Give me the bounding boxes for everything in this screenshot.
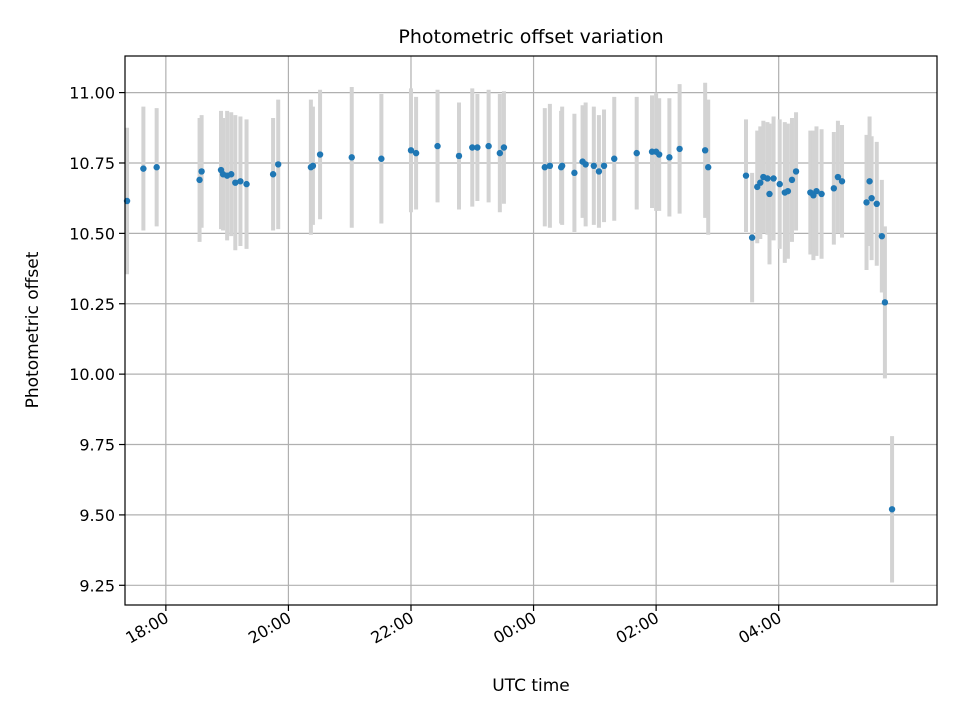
data-point <box>469 144 476 151</box>
data-point <box>496 149 504 157</box>
data-point <box>269 171 277 178</box>
data-point <box>558 162 566 169</box>
data-point <box>309 162 317 169</box>
data-point <box>813 187 820 195</box>
data-point <box>228 171 235 178</box>
data-point <box>868 194 875 202</box>
data-point <box>878 232 886 240</box>
data-point <box>590 162 598 169</box>
x-tick-label: 02:00 <box>613 608 662 648</box>
data-point <box>792 168 800 175</box>
x-axis-label: UTC time <box>492 676 570 696</box>
y-tick-label: 9.50 <box>79 506 115 525</box>
plot-frame <box>124 55 938 606</box>
x-tick-label: 00:00 <box>490 608 539 648</box>
data-point <box>611 155 618 162</box>
data-point <box>866 178 873 185</box>
data-point <box>764 175 771 182</box>
data-point <box>237 178 244 185</box>
data-point <box>776 180 783 188</box>
data-point <box>757 179 764 186</box>
data-point <box>546 162 554 169</box>
data-point <box>485 142 492 150</box>
data-point <box>766 190 773 198</box>
data-points <box>123 142 896 513</box>
data-point <box>873 200 880 208</box>
data-point <box>595 168 603 175</box>
y-tick-label: 9.75 <box>79 436 115 455</box>
y-tick-label: 10.00 <box>69 365 115 384</box>
y-tick-label: 10.25 <box>69 295 115 314</box>
data-point <box>830 185 838 192</box>
data-point <box>232 179 239 186</box>
data-point <box>571 169 578 177</box>
data-point <box>348 154 355 161</box>
data-point <box>748 234 756 241</box>
error-bars <box>125 82 895 583</box>
x-tick-label: 22:00 <box>368 608 417 648</box>
data-point <box>655 151 663 158</box>
data-point <box>676 145 683 153</box>
x-tick-label: 20:00 <box>245 608 294 648</box>
data-point <box>701 147 709 154</box>
data-point <box>412 149 420 157</box>
data-point <box>784 187 792 195</box>
y-tick-label: 10.50 <box>69 224 115 243</box>
y-tick-label: 10.75 <box>69 154 115 173</box>
data-point <box>770 175 777 182</box>
data-point <box>153 164 160 171</box>
x-axis-ticks: 18:00 20:00 22:00 00:00 02:00 04:00 <box>122 605 785 648</box>
data-point <box>316 151 324 158</box>
x-tick-label: 18:00 <box>122 608 171 648</box>
y-tick-label: 11.00 <box>69 84 115 103</box>
data-point <box>633 149 640 157</box>
y-axis-label: Photometric offset <box>23 251 43 408</box>
data-point <box>455 152 463 160</box>
data-point <box>666 154 673 161</box>
data-point <box>834 173 842 181</box>
data-point <box>275 161 282 168</box>
data-point <box>474 144 481 151</box>
data-point <box>541 164 548 171</box>
data-point <box>881 299 889 306</box>
data-point <box>196 176 203 184</box>
data-point <box>198 168 205 175</box>
data-point <box>838 178 846 185</box>
data-point <box>434 142 441 150</box>
data-point <box>705 164 712 171</box>
y-tick-label: 9.25 <box>79 576 115 595</box>
data-point <box>378 155 385 162</box>
chart-title: Photometric offset variation <box>398 26 663 48</box>
data-point <box>788 176 796 184</box>
data-point <box>582 161 589 168</box>
x-tick-label: 04:00 <box>735 608 784 648</box>
data-point <box>140 165 147 172</box>
data-point <box>863 199 870 206</box>
data-point <box>407 147 415 154</box>
data-point <box>742 172 750 179</box>
y-axis-ticks: 9.25 9.50 9.75 10.00 10.25 10.50 10.75 11.00 <box>69 84 125 595</box>
data-point <box>818 190 825 198</box>
data-point <box>600 162 608 169</box>
data-point <box>500 144 508 151</box>
data-point <box>243 180 250 188</box>
data-point <box>888 506 896 513</box>
